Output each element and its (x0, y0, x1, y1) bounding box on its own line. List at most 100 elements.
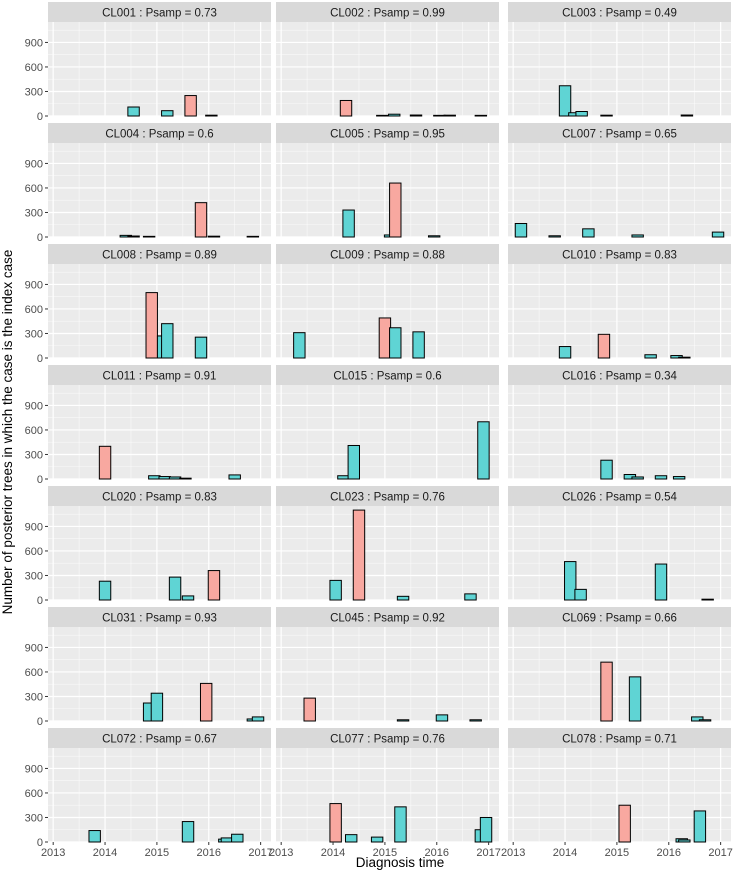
bar (672, 476, 686, 480)
x-tick-label: 2016 (425, 847, 449, 859)
facet-panel: CL078 : Psamp = 0.71 2013 2014 2015 2016 2017 (501, 728, 733, 859)
bar (644, 354, 657, 359)
facet-strip-label: CL023 : Psamp = 0.76 (330, 492, 445, 504)
x-tick-label: 2013 (269, 847, 293, 859)
x-tick-label: 2015 (373, 847, 397, 859)
facet-strip-label: CL045 : Psamp = 0.92 (330, 613, 445, 625)
y-tick-label: 0 (37, 595, 43, 607)
y-tick-label: 600 (25, 667, 43, 679)
bar (194, 336, 208, 359)
facet-strip (276, 728, 499, 748)
facet-panel: CL020 : Psamp = 0.83 0 300 600 900 (25, 486, 271, 607)
facet-panel: CL016 : Psamp = 0.34 (508, 365, 731, 480)
y-tick-label: 0 (37, 716, 43, 728)
y-tick-label: 300 (25, 328, 43, 340)
facet-panel: CL077 : Psamp = 0.76 2013 2014 2015 2016 2017 (269, 728, 501, 859)
y-tick-label: 600 (25, 304, 43, 316)
facet-strip (508, 123, 731, 143)
y-tick-label: 600 (25, 546, 43, 558)
panel-background (276, 748, 499, 842)
facet-strip-label: CL072 : Psamp = 0.67 (102, 734, 217, 746)
facet-strip-label: CL004 : Psamp = 0.6 (105, 129, 213, 141)
bar (342, 209, 355, 238)
facet-strip (508, 244, 731, 264)
y-tick-label: 900 (25, 763, 43, 775)
bar (600, 661, 613, 722)
bar (680, 114, 694, 117)
facet-panel: CL026 : Psamp = 0.54 (508, 486, 731, 601)
facet-strip-label: CL008 : Psamp = 0.89 (102, 250, 217, 262)
panel-background (276, 385, 499, 479)
bar (293, 332, 306, 359)
bar (150, 692, 164, 722)
y-tick-label: 600 (25, 788, 43, 800)
panel-background (508, 506, 731, 600)
facet-strip (508, 728, 731, 748)
facet-strip-label: CL002 : Psamp = 0.99 (330, 8, 445, 20)
facet-panel: CL023 : Psamp = 0.76 (276, 486, 499, 601)
bar (205, 114, 218, 117)
bar (600, 114, 613, 117)
facet-panels: CL001 : Psamp = 0.73 0 300 600 900 CL002 : Ps… (25, 2, 733, 859)
bar (597, 333, 611, 359)
y-tick-label: 300 (25, 570, 43, 582)
x-tick-label: 2014 (93, 847, 117, 859)
x-axis-title: Diagnosis time (356, 855, 445, 870)
facet-strip-label: CL009 : Psamp = 0.88 (330, 250, 445, 262)
bar (127, 235, 140, 238)
facet-strip-label: CL003 : Psamp = 0.49 (562, 8, 677, 20)
bar (228, 474, 241, 480)
y-tick-label: 0 (37, 474, 43, 486)
bar (479, 816, 493, 843)
facet-strip-label: CL078 : Psamp = 0.71 (562, 734, 677, 746)
bar (678, 839, 691, 843)
facet-panel: CL003 : Psamp = 0.49 (508, 2, 731, 117)
y-tick-label: 900 (25, 642, 43, 654)
bar (582, 228, 595, 238)
y-tick-label: 300 (25, 86, 43, 98)
y-tick-label: 900 (25, 521, 43, 533)
facet-strip-label: CL011 : Psamp = 0.91 (103, 371, 217, 383)
bar (199, 682, 213, 722)
bar (329, 579, 342, 601)
bar (600, 459, 613, 480)
facet-strip-label: CL015 : Psamp = 0.6 (333, 371, 441, 383)
bar (389, 182, 402, 238)
bar (701, 598, 714, 601)
facet-strip (508, 486, 731, 506)
bar (378, 317, 392, 359)
bar (344, 834, 358, 843)
facet-strip (276, 607, 499, 627)
bar (469, 719, 482, 722)
facet-strip-label: CL016 : Psamp = 0.34 (562, 371, 677, 383)
facet-strip-label: CL020 : Psamp = 0.83 (102, 492, 217, 504)
facet-strip-label: CL069 : Psamp = 0.66 (562, 613, 677, 625)
facet-panel: CL072 : Psamp = 0.67 0 300 600 900 2013 2014 20… (25, 728, 273, 859)
facet-panel: CL007 : Psamp = 0.65 (508, 123, 731, 238)
panel-background (276, 143, 499, 237)
bar (412, 331, 425, 359)
panel-background (508, 143, 731, 237)
facet-panel: CL004 : Psamp = 0.6 0 300 600 900 (25, 123, 271, 244)
bar (394, 806, 407, 843)
facet-strip (48, 123, 271, 143)
facet-strip-label: CL077 : Psamp = 0.76 (330, 734, 445, 746)
bar (514, 223, 528, 238)
bar (376, 114, 389, 117)
bar (691, 716, 704, 722)
facet-panel: CL015 : Psamp = 0.6 (276, 365, 499, 480)
x-tick-label: 2017 (248, 847, 272, 859)
y-tick-label: 900 (25, 400, 43, 412)
bar (329, 803, 342, 843)
facet-panel: CL045 : Psamp = 0.92 (276, 607, 499, 722)
bar (435, 714, 449, 722)
bar (564, 561, 577, 601)
panel-background (276, 22, 499, 116)
bar (181, 595, 195, 601)
facet-panel: CL010 : Psamp = 0.83 (508, 244, 731, 359)
bar (698, 719, 712, 722)
y-tick-label: 300 (25, 691, 43, 703)
x-tick-label: 2013 (501, 847, 525, 859)
facet-panel: CL069 : Psamp = 0.66 (508, 607, 731, 722)
bar (337, 475, 350, 480)
